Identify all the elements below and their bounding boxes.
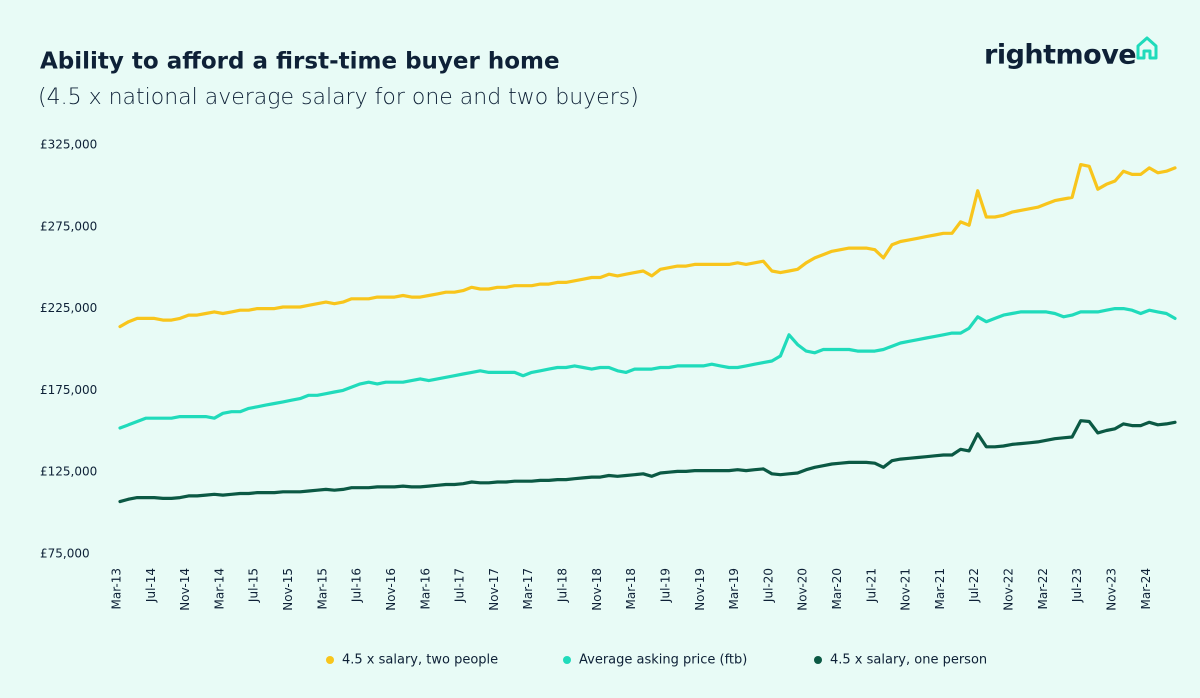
y-tick-label: £225,000 xyxy=(40,301,97,315)
x-tick-label: Jul-22 xyxy=(967,568,981,603)
x-tick-label: Mar-17 xyxy=(521,568,535,609)
series-line xyxy=(118,419,1177,504)
y-tick-label: £125,000 xyxy=(40,465,97,479)
brand-logo: rightmove xyxy=(984,40,1136,71)
x-tick-label: Mar-24 xyxy=(1139,568,1153,609)
series-line xyxy=(118,163,1177,329)
x-tick-label: Jul-18 xyxy=(556,568,570,603)
x-tick-label: Jul-20 xyxy=(761,568,775,603)
x-tick-label: Jul-14 xyxy=(144,568,158,603)
logo-icon xyxy=(1136,36,1158,60)
legend-marker xyxy=(814,656,822,664)
legend-label: Average asking price (ftb) xyxy=(579,653,747,668)
x-tick-label: Jul-15 xyxy=(247,568,261,603)
x-tick-label: Jul-23 xyxy=(1070,568,1084,603)
x-tick-label: Mar-16 xyxy=(418,568,432,609)
x-tick-label: Mar-14 xyxy=(212,568,226,609)
x-tick-label: Nov-18 xyxy=(590,568,604,611)
y-tick-label: £75,000 xyxy=(40,547,90,561)
chart-title: Ability to afford a first-time buyer hom… xyxy=(40,49,560,75)
x-tick-label: Mar-18 xyxy=(624,568,638,609)
x-tick-label: Nov-15 xyxy=(281,568,295,611)
x-tick-label: Mar-21 xyxy=(933,568,947,609)
x-tick-label: Nov-19 xyxy=(693,568,707,611)
series-line xyxy=(118,307,1177,430)
x-tick-label: Nov-21 xyxy=(899,568,913,611)
x-tick-label: Nov-16 xyxy=(384,568,398,611)
x-tick-label: Nov-23 xyxy=(1104,568,1118,611)
x-tick-label: Nov-17 xyxy=(487,568,501,611)
chart-subtitle: (4.5 x national average salary for one a… xyxy=(38,85,639,110)
x-tick-label: Nov-14 xyxy=(178,568,192,611)
x-tick-label: Mar-20 xyxy=(830,568,844,609)
legend-marker xyxy=(563,656,571,664)
x-tick-label: Mar-19 xyxy=(727,568,741,609)
x-tick-label: Jul-16 xyxy=(350,568,364,603)
x-tick-label: Mar-22 xyxy=(1036,568,1050,609)
y-tick-label: £275,000 xyxy=(40,219,97,233)
x-tick-label: Jul-17 xyxy=(453,568,467,603)
x-tick-label: Mar-13 xyxy=(110,568,124,609)
legend-label: 4.5 x salary, two people xyxy=(342,653,498,668)
x-tick-label: Nov-22 xyxy=(1002,568,1016,611)
x-tick-label: Jul-19 xyxy=(658,568,672,603)
y-tick-label: £325,000 xyxy=(40,138,97,152)
y-tick-label: £175,000 xyxy=(40,383,97,397)
x-tick-label: Mar-15 xyxy=(315,568,329,609)
x-tick-label: Jul-21 xyxy=(864,568,878,603)
x-tick-label: Nov-20 xyxy=(796,568,810,611)
legend-marker xyxy=(326,656,334,664)
legend-label: 4.5 x salary, one person xyxy=(830,653,987,668)
